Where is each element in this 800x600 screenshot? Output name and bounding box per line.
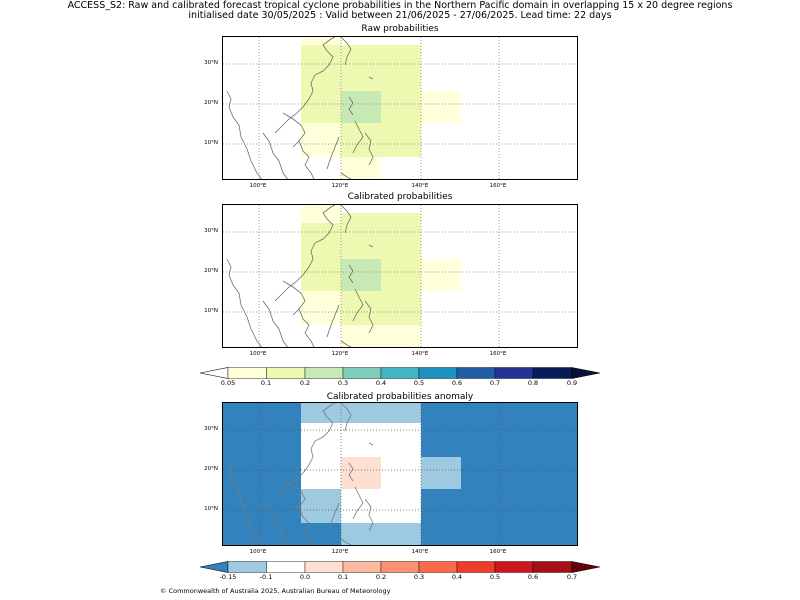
prob-tick-6: 0.6 [451,379,463,387]
anom-tick-8: 0.6 [527,573,539,581]
raw-panel-title: Raw probabilities [361,24,439,34]
anom-lon-160e: 160°E [489,549,507,555]
prob-tick-0: 0.05 [220,379,236,387]
prob-tick-4: 0.4 [375,379,387,387]
anom-lat-10n: 10°N [204,506,218,512]
calibrated-panel-title: Calibrated probabilities [347,192,453,202]
anom-tick-4: 0.2 [375,573,387,581]
anom-lat-20n: 20°N [204,466,218,472]
anom-tick-9: 0.7 [566,573,578,581]
raw-lat-10n: 10°N [204,140,218,146]
anom-tick-2: 0.0 [299,573,311,581]
raw-lat-30n: 30°N [204,60,218,66]
cal-lat-10n: 10°N [204,308,218,314]
anom-lat-30n: 30°N [204,426,218,432]
cal-lon-160e: 160°E [489,351,507,357]
prob-tick-1: 0.1 [260,379,272,387]
cal-lon-140e: 140°E [411,351,429,357]
prob-tick-5: 0.5 [413,379,425,387]
prob-tick-7: 0.7 [489,379,501,387]
anomaly-map[interactable] [222,402,578,546]
raw-lat-20n: 20°N [204,100,218,106]
cal-lon-120e: 120°E [331,351,349,357]
prob-tick-9: 0.9 [566,379,578,387]
anom-tick-1: -0.1 [259,573,273,581]
raw-lon-100e: 100°E [249,183,267,189]
anom-tick-6: 0.4 [451,573,463,581]
copyright-footer: © Commonwealth of Australia 2025, Austra… [160,587,391,595]
prob-tick-2: 0.2 [299,379,311,387]
anomaly-panel-title: Calibrated probabilities anomaly [326,392,474,402]
anom-lon-100e: 100°E [249,549,267,555]
cal-lat-30n: 30°N [204,228,218,234]
anom-tick-0: -0.15 [219,573,237,581]
anom-lon-140e: 140°E [411,549,429,555]
calibrated-probability-map[interactable] [222,204,578,348]
prob-tick-3: 0.3 [337,379,349,387]
raw-lon-140e: 140°E [411,183,429,189]
anom-tick-7: 0.5 [489,573,501,581]
cal-lat-20n: 20°N [204,268,218,274]
anom-lon-120e: 120°E [331,549,349,555]
anom-tick-3: 0.1 [337,573,349,581]
anomaly-colorbar [199,558,601,573]
cal-lon-100e: 100°E [249,351,267,357]
prob-tick-8: 0.8 [527,379,539,387]
figure-title-line1: ACCESS_S2: Raw and calibrated forecast t… [67,0,733,11]
probability-colorbar [199,364,601,379]
anom-tick-5: 0.3 [413,573,425,581]
raw-lon-160e: 160°E [489,183,507,189]
raw-probability-map[interactable] [222,36,578,180]
figure-title-line2: initialised date 30/05/2025 : Valid betw… [188,10,612,21]
raw-lon-120e: 120°E [331,183,349,189]
